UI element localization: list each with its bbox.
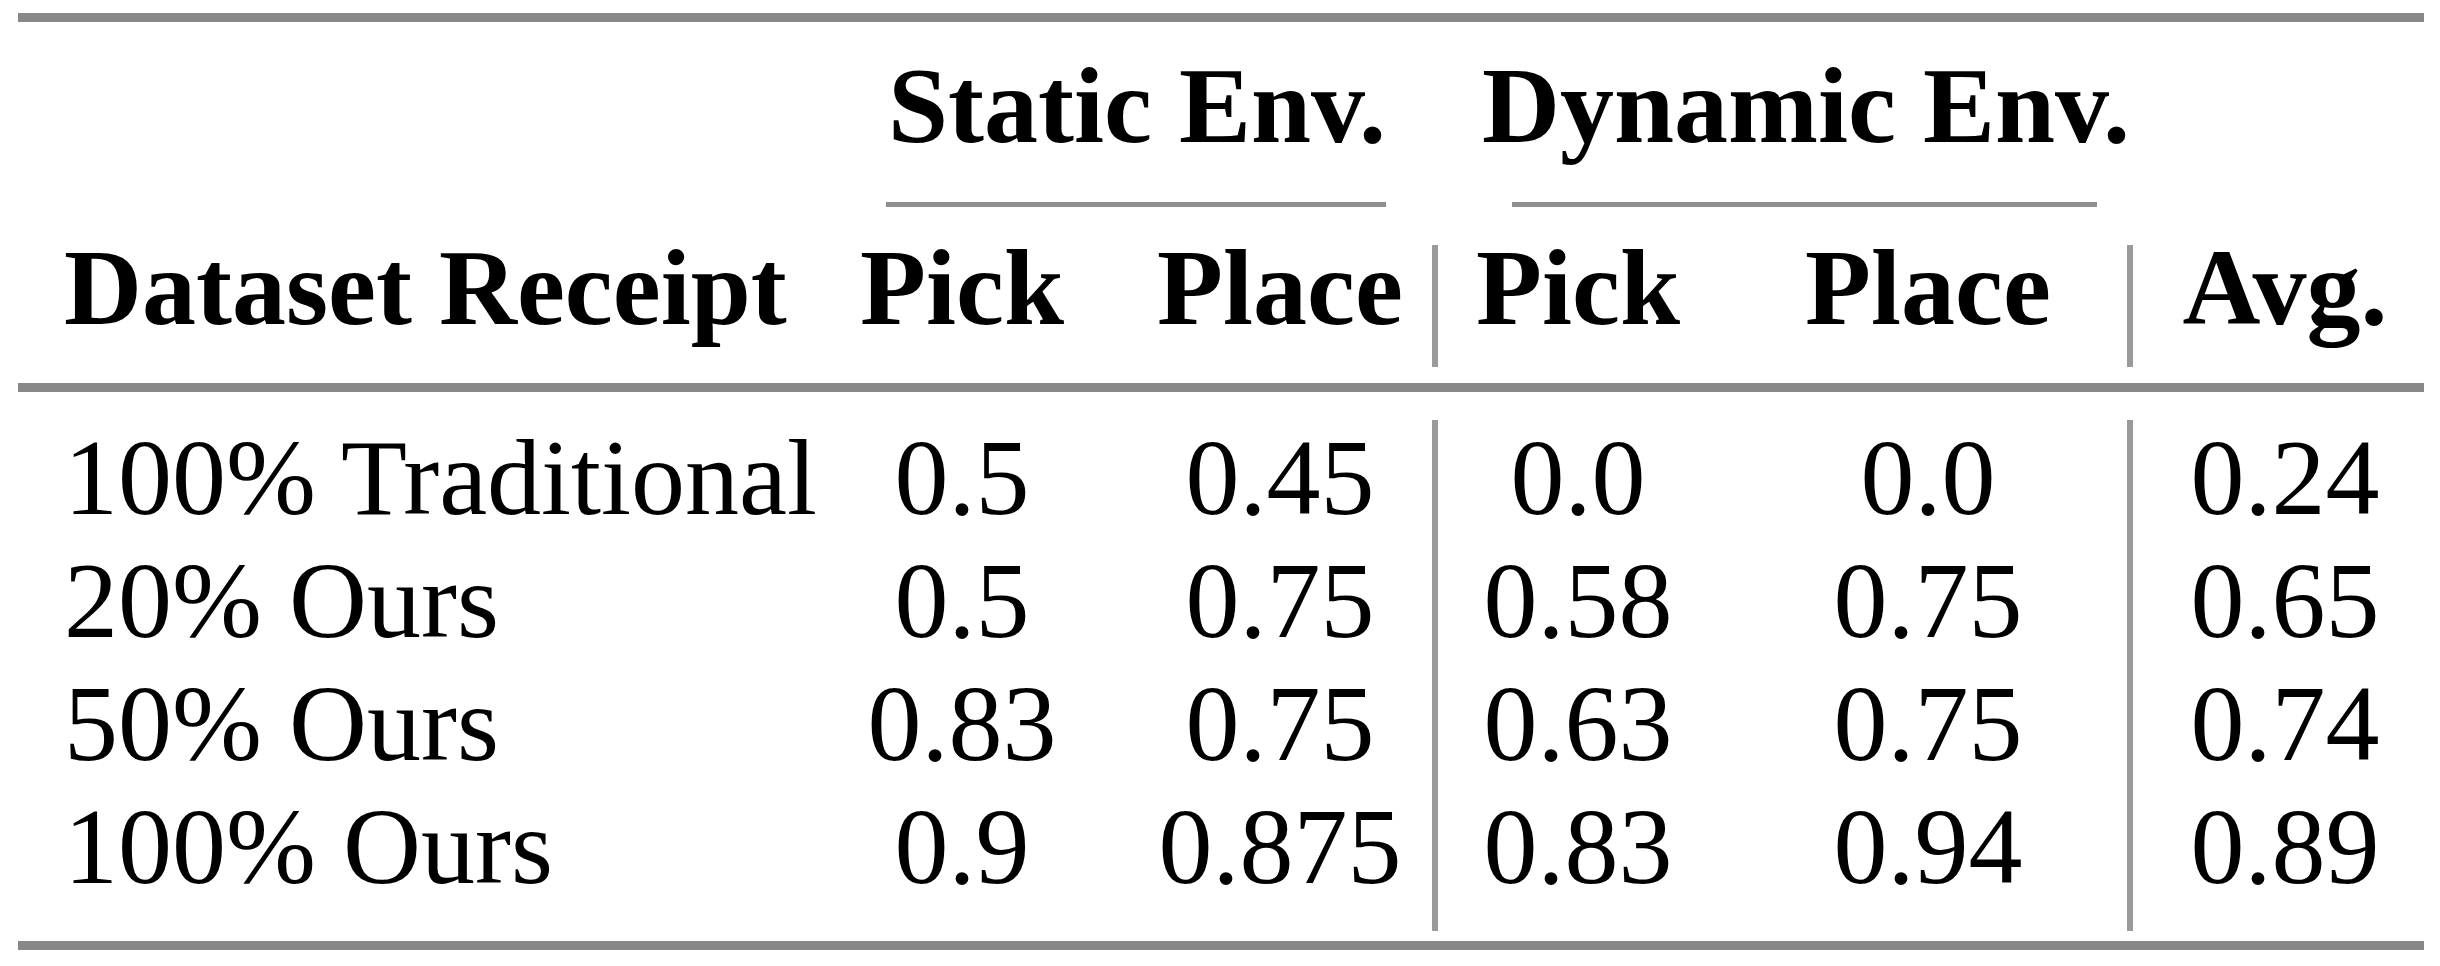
group-header-dynamic-env: Dynamic Env. (1482, 52, 2130, 160)
separator-static-dynamic-body (1432, 420, 1438, 931)
column-header-static-place: Place (1157, 234, 1403, 342)
separator-static-dynamic-header (1432, 245, 1438, 367)
bottom-rule (18, 941, 2424, 950)
row-label: 20% Ours (64, 547, 499, 655)
column-header-avg: Avg. (2183, 234, 2388, 342)
cell-dynamic-place: 0.94 (1834, 793, 2023, 901)
column-header-dynamic-pick: Pick (1476, 234, 1680, 342)
row-label: 100% Traditional (64, 424, 817, 532)
cell-static-pick: 0.5 (895, 424, 1030, 532)
static-group-underline (886, 202, 1386, 207)
row-label: 50% Ours (64, 670, 499, 778)
group-header-static-env: Static Env. (888, 52, 1386, 160)
separator-dynamic-avg-body (2127, 420, 2133, 931)
cell-avg: 0.89 (2191, 793, 2380, 901)
cell-static-pick: 0.9 (895, 793, 1030, 901)
cell-static-place: 0.875 (1159, 793, 1402, 901)
cell-static-place: 0.45 (1186, 424, 1375, 532)
row-label: 100% Ours (64, 793, 553, 901)
header-rule (18, 383, 2424, 392)
cell-static-place: 0.75 (1186, 547, 1375, 655)
cell-dynamic-pick: 0.0 (1511, 424, 1646, 532)
cell-avg: 0.74 (2191, 670, 2380, 778)
cell-dynamic-place: 0.75 (1834, 670, 2023, 778)
results-table: Static Env. Dynamic Env. Dataset Receipt… (0, 0, 2440, 966)
cell-dynamic-pick: 0.63 (1484, 670, 1673, 778)
column-header-dynamic-place: Place (1805, 234, 2051, 342)
column-header-static-pick: Pick (860, 234, 1064, 342)
cell-dynamic-pick: 0.58 (1484, 547, 1673, 655)
dynamic-group-underline (1512, 202, 2097, 207)
cell-static-pick: 0.83 (868, 670, 1057, 778)
cell-dynamic-place: 0.0 (1861, 424, 1996, 532)
column-header-dataset-receipt: Dataset Receipt (64, 234, 787, 342)
cell-static-pick: 0.5 (895, 547, 1030, 655)
top-rule (18, 13, 2424, 22)
cell-dynamic-place: 0.75 (1834, 547, 2023, 655)
separator-dynamic-avg-header (2127, 245, 2133, 367)
cell-dynamic-pick: 0.83 (1484, 793, 1673, 901)
cell-static-place: 0.75 (1186, 670, 1375, 778)
cell-avg: 0.65 (2191, 547, 2380, 655)
cell-avg: 0.24 (2191, 424, 2380, 532)
